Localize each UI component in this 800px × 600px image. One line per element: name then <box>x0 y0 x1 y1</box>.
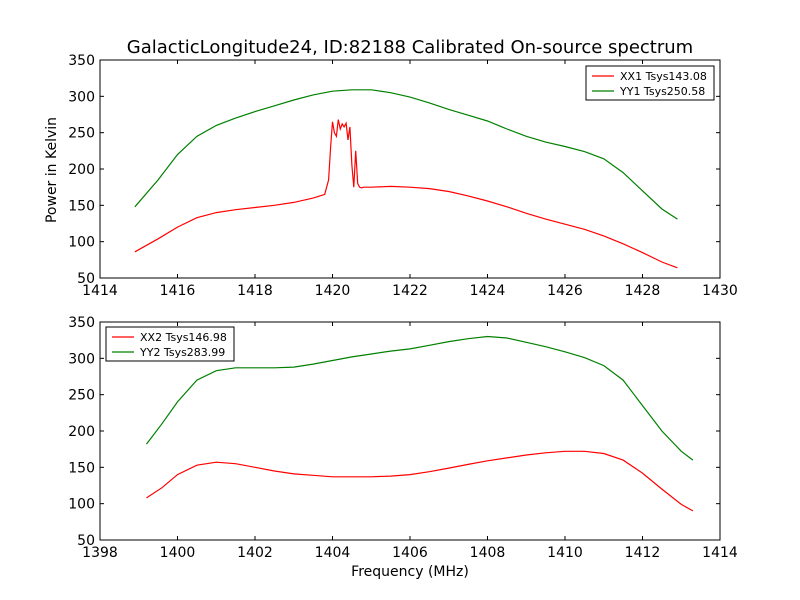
legend-label: XX1 Tsys143.08 <box>620 70 707 83</box>
y-tick-label: 50 <box>77 271 95 287</box>
x-tick-label: 1412 <box>625 545 661 561</box>
x-tick-label: 1424 <box>470 283 506 299</box>
y-tick-label: 250 <box>68 126 95 142</box>
x-tick-label: 1398 <box>82 545 118 561</box>
x-tick-label: 1416 <box>160 283 196 299</box>
legend-label: YY1 Tsys250.58 <box>619 85 705 98</box>
x-tick-label: 1428 <box>625 283 661 299</box>
y-tick-label: 100 <box>68 235 95 251</box>
legend-label: YY2 Tsys283.99 <box>139 346 225 359</box>
series-line-xx2 <box>146 450 694 512</box>
legend-box <box>105 326 235 362</box>
y-axis-label: Power in Kelvin <box>44 117 60 223</box>
y-tick-label: 350 <box>68 315 95 331</box>
y-tick-label: 350 <box>68 53 95 69</box>
x-tick-label: 1414 <box>702 545 738 561</box>
x-tick-label: 1422 <box>392 283 428 299</box>
x-tick-label: 1404 <box>315 545 351 561</box>
figure-title: GalacticLongitude24, ID:82188 Calibrated… <box>127 37 693 58</box>
x-tick-label: 1408 <box>470 545 506 561</box>
y-tick-label: 150 <box>68 198 95 214</box>
y-tick-label: 250 <box>68 388 95 404</box>
legend: XX1 Tsys143.08 YY1 Tsys250.58 <box>585 65 715 101</box>
x-tick-label: 1402 <box>237 545 273 561</box>
x-tick-label: 1418 <box>237 283 273 299</box>
y-tick-label: 200 <box>68 424 95 440</box>
x-tick-label: 1400 <box>160 545 196 561</box>
x-tick-label: 1410 <box>547 545 583 561</box>
x-tick-label: 1430 <box>702 283 738 299</box>
x-axis-label: Frequency (MHz) <box>351 564 469 580</box>
x-tick-label: 1406 <box>392 545 428 561</box>
legend-box <box>585 65 715 101</box>
plot-frame <box>99 321 721 541</box>
bottom-chart: 1398 1400 1402 1404 1406 1408 1410 1412 1414 50 10… <box>68 315 738 561</box>
y-tick-label: 50 <box>77 533 95 549</box>
series-line-yy2 <box>146 335 694 461</box>
y-tick-label: 150 <box>68 460 95 476</box>
series-line-xx1 <box>134 119 678 269</box>
top-chart: 1414 1416 1418 1420 1422 1424 1426 1428 1430 50 10… <box>68 53 738 299</box>
y-tick-label: 100 <box>68 497 95 513</box>
x-tick-label: 1420 <box>315 283 351 299</box>
x-tick-label: 1414 <box>82 283 118 299</box>
series-line-yy1 <box>134 89 678 220</box>
y-tick-label: 300 <box>68 89 95 105</box>
x-tick-label: 1426 <box>547 283 583 299</box>
y-tick-label: 300 <box>68 351 95 367</box>
legend-label: XX2 Tsys146.98 <box>140 331 227 344</box>
legend: XX2 Tsys146.98 YY2 Tsys283.99 <box>105 326 235 362</box>
plot-frame <box>99 59 721 279</box>
y-tick-label: 200 <box>68 162 95 178</box>
